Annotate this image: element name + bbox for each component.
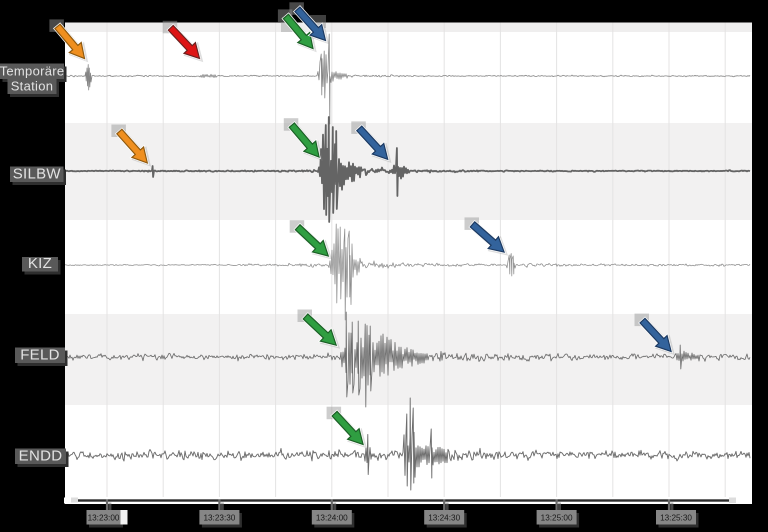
svg-text:Station: Station [11,79,54,94]
svg-text:FELD: FELD [20,347,60,364]
svg-text:13:24:00: 13:24:00 [316,514,348,523]
svg-text:13:25:00: 13:25:00 [541,514,573,523]
svg-text:13:24:30: 13:24:30 [428,514,460,523]
svg-text:KIZ: KIZ [28,255,52,272]
svg-text:SILBW: SILBW [13,166,62,183]
svg-text:ENDD: ENDD [19,448,63,465]
svg-text:13:23:30: 13:23:30 [203,514,235,523]
svg-text:13:25:30: 13:25:30 [660,514,692,523]
svg-text:13:23:00: 13:23:00 [88,514,120,523]
svg-text:Temporäre: Temporäre [0,64,64,79]
